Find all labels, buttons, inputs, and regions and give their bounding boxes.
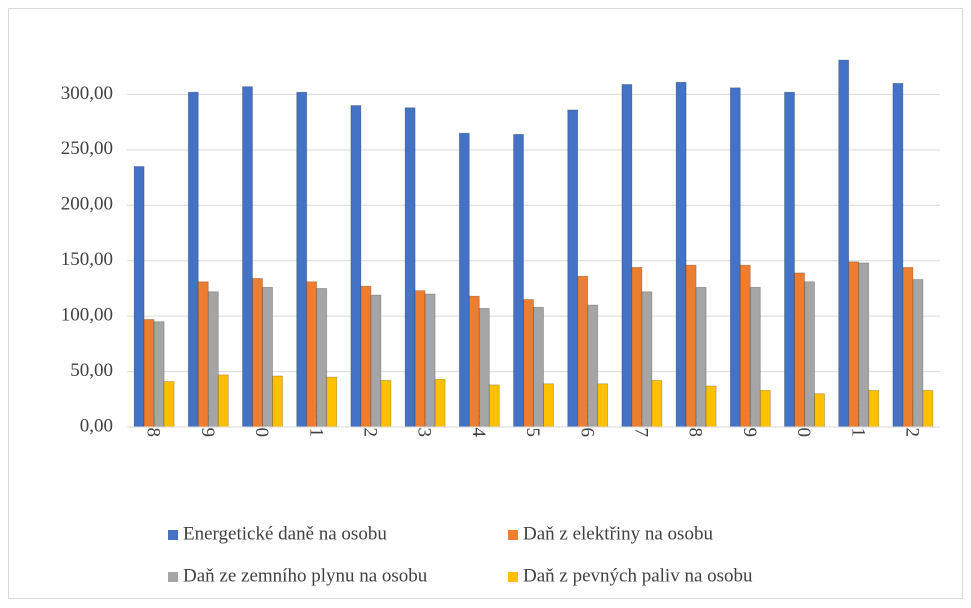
- bar: [242, 86, 253, 428]
- bar: [543, 383, 554, 428]
- legend-swatch: [168, 572, 178, 582]
- bar: [848, 261, 860, 428]
- bar: [360, 285, 372, 428]
- bar: [784, 91, 795, 428]
- y-tick-label: 100,00: [61, 305, 113, 326]
- bar: [306, 281, 318, 428]
- legend-label: Daň ze zemního plynu na osobu: [183, 565, 428, 586]
- bar: [153, 321, 165, 428]
- chart-border: [8, 8, 963, 599]
- bar: [739, 264, 751, 428]
- bar: [458, 132, 470, 428]
- bar: [922, 390, 934, 428]
- bar: [912, 279, 924, 428]
- bar: [488, 384, 500, 428]
- bar: [262, 286, 273, 428]
- legend-swatch: [508, 530, 518, 540]
- bar: [380, 380, 392, 428]
- bar: [197, 281, 209, 428]
- y-tick-label: 300,00: [61, 83, 113, 104]
- bar: [705, 385, 717, 428]
- bar: [187, 91, 199, 428]
- y-tick-label: 250,00: [61, 138, 113, 159]
- bar: [597, 383, 609, 428]
- bar: [685, 264, 697, 428]
- bar: [621, 84, 633, 428]
- bar: [252, 278, 263, 428]
- bar: [478, 307, 490, 428]
- bar: [468, 295, 480, 428]
- bar: [414, 290, 426, 428]
- bar: [759, 390, 771, 428]
- bar: [513, 133, 524, 428]
- bar: [814, 393, 825, 428]
- y-tick-label: 50,00: [70, 360, 113, 381]
- bar: [272, 375, 283, 428]
- bar: [424, 293, 436, 428]
- bar: [577, 275, 589, 428]
- bar: [631, 266, 643, 428]
- bar: [902, 266, 914, 428]
- y-tick-label: 0,00: [80, 415, 113, 436]
- bar: [350, 105, 362, 428]
- bar: [523, 299, 534, 428]
- bar: [316, 288, 328, 428]
- bar: [749, 286, 761, 428]
- bar: [858, 262, 870, 428]
- bar: [404, 107, 416, 428]
- bar: [434, 378, 446, 428]
- bar: [587, 304, 599, 428]
- legend-swatch: [168, 530, 178, 540]
- bar: [217, 374, 229, 428]
- legend-label: Daň z pevných paliv na osobu: [523, 565, 753, 586]
- bar: [163, 381, 175, 428]
- bar: [133, 166, 145, 428]
- bar: [207, 291, 219, 428]
- bar: [651, 380, 663, 428]
- bar: [370, 294, 382, 428]
- bar: [838, 59, 850, 428]
- bar: [729, 87, 741, 428]
- bar: [695, 286, 707, 428]
- legend-swatch: [508, 572, 518, 582]
- bar: [533, 306, 544, 428]
- bar: [892, 82, 904, 428]
- bar: [326, 376, 338, 428]
- y-tick-label: 200,00: [61, 194, 113, 215]
- bar: [868, 390, 880, 428]
- bar: [804, 281, 815, 428]
- bar: [794, 272, 805, 428]
- bar: [567, 109, 579, 428]
- bar: [675, 81, 687, 428]
- y-tick-label: 150,00: [61, 249, 113, 270]
- bar: [641, 291, 653, 428]
- legend-label: Energetické daně na osobu: [183, 523, 387, 544]
- bar: [296, 91, 308, 428]
- legend-label: Daň z elektřiny na osobu: [523, 523, 713, 544]
- bar: [143, 319, 155, 428]
